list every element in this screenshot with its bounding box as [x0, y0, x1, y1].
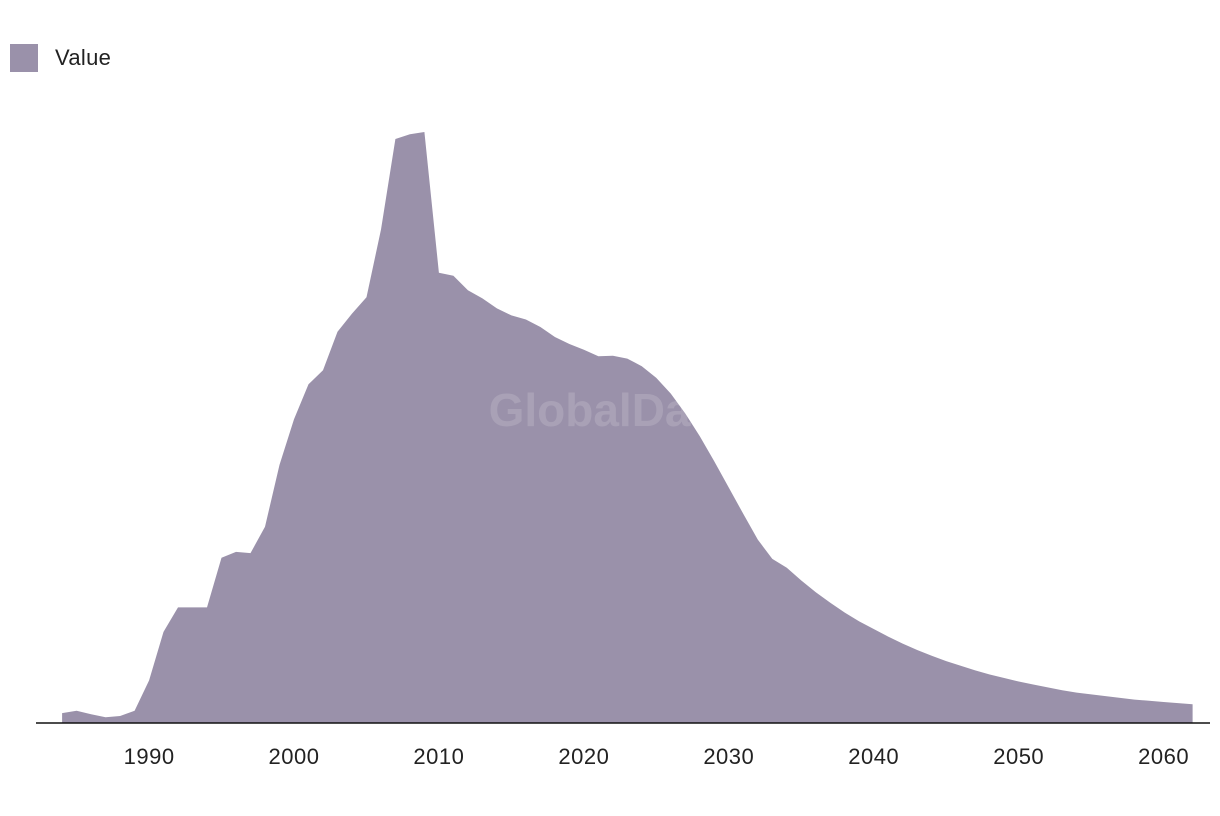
- legend-swatch: [10, 44, 38, 72]
- x-tick-label-2020: 2020: [558, 744, 609, 769]
- legend-label: Value: [55, 45, 112, 70]
- area-layer: [62, 132, 1193, 723]
- x-tick-label-2000: 2000: [269, 744, 320, 769]
- x-tick-label-2050: 2050: [993, 744, 1044, 769]
- series-area-value: [62, 132, 1193, 723]
- watermark-text: GlobalData: [489, 384, 732, 436]
- x-axis: 1990 2000 2010 2020 2030 2040 2050 2060: [36, 722, 1210, 769]
- x-tick-label-2060: 2060: [1138, 744, 1189, 769]
- x-tick-label-2030: 2030: [703, 744, 754, 769]
- x-tick-label-2040: 2040: [848, 744, 899, 769]
- legend: Value: [10, 44, 111, 72]
- x-tick-label-1990: 1990: [124, 744, 175, 769]
- x-tick-label-2010: 2010: [413, 744, 464, 769]
